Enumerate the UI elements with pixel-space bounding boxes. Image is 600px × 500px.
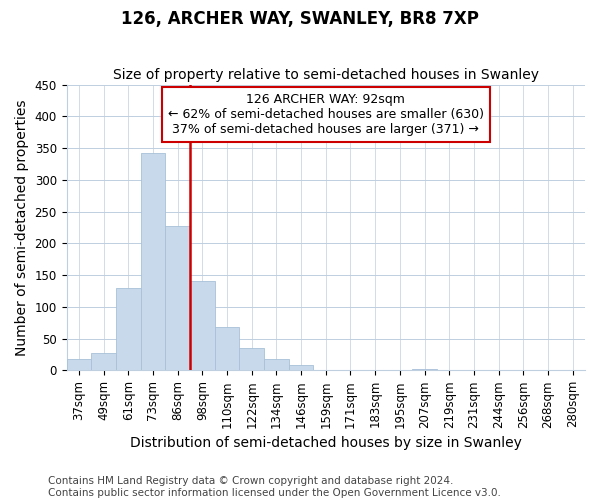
Bar xyxy=(116,288,140,370)
Y-axis label: Number of semi-detached properties: Number of semi-detached properties xyxy=(15,99,29,355)
Bar xyxy=(67,359,91,370)
Bar xyxy=(239,348,264,370)
Bar xyxy=(140,152,165,370)
Bar xyxy=(165,226,190,370)
Bar xyxy=(289,365,313,370)
X-axis label: Distribution of semi-detached houses by size in Swanley: Distribution of semi-detached houses by … xyxy=(130,436,522,450)
Bar xyxy=(412,369,437,370)
Text: Contains HM Land Registry data © Crown copyright and database right 2024.
Contai: Contains HM Land Registry data © Crown c… xyxy=(48,476,501,498)
Title: Size of property relative to semi-detached houses in Swanley: Size of property relative to semi-detach… xyxy=(113,68,539,82)
Bar xyxy=(264,359,289,370)
Bar xyxy=(190,281,215,370)
Bar xyxy=(215,327,239,370)
Bar xyxy=(91,352,116,370)
Text: 126 ARCHER WAY: 92sqm
← 62% of semi-detached houses are smaller (630)
37% of sem: 126 ARCHER WAY: 92sqm ← 62% of semi-deta… xyxy=(168,93,484,136)
Text: 126, ARCHER WAY, SWANLEY, BR8 7XP: 126, ARCHER WAY, SWANLEY, BR8 7XP xyxy=(121,10,479,28)
